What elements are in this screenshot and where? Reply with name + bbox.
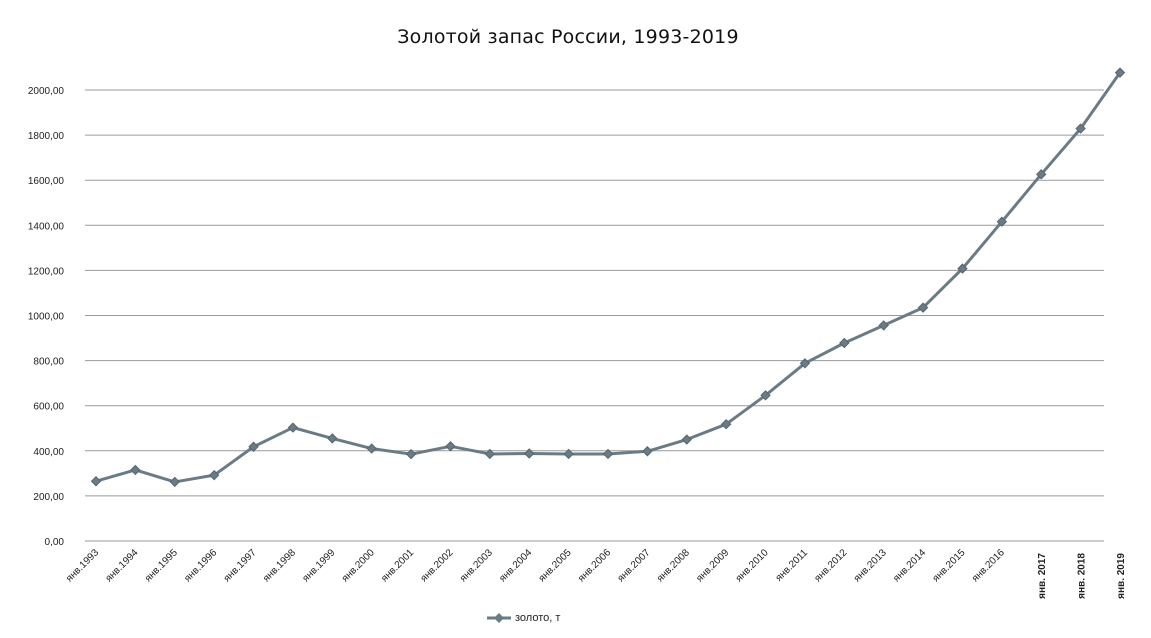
x-tick-label: янв.1994 [104, 547, 141, 584]
data-point [524, 448, 535, 459]
data-point [720, 418, 732, 430]
data-point [917, 302, 929, 313]
data-point [248, 441, 259, 452]
y-tick-label: 1200,00 [28, 266, 65, 277]
y-tick-label: 0,00 [45, 537, 65, 548]
data-point [563, 448, 574, 460]
series-line [95, 71, 1122, 484]
x-tick-label: янв.1995 [143, 547, 180, 584]
y-tick-label: 2000,00 [28, 86, 65, 97]
x-tick-label: янв.1998 [261, 547, 298, 584]
x-tick-label: янв.2013 [852, 547, 889, 584]
series-layer [90, 67, 1126, 488]
data-point [681, 434, 692, 445]
data-point [130, 464, 141, 476]
data-point [366, 443, 377, 454]
gridlines [85, 89, 1104, 542]
x-tick-label: янв. 2018 [1077, 553, 1088, 599]
data-point [445, 441, 456, 452]
data-point [287, 422, 299, 433]
x-tick-label: янв.1993 [64, 547, 101, 584]
data-point [1036, 169, 1047, 180]
x-tick-label: янв.2002 [419, 547, 456, 584]
data-point [642, 446, 653, 457]
x-tick-label: янв.2015 [931, 547, 968, 584]
y-tick-label: 400,00 [33, 447, 64, 458]
y-tick-label: 1400,00 [28, 221, 65, 232]
x-tick-label: янв. 2019 [1116, 553, 1127, 599]
data-point [484, 448, 496, 460]
data-point [169, 476, 180, 488]
x-tick-label: янв.1999 [300, 547, 337, 584]
legend: золото, т [486, 610, 560, 626]
x-tick-label: янв.2010 [734, 547, 771, 584]
y-axis-ticks: 0,00 200,00 400,00 600,00 800,00 1000,00 1200,… [28, 86, 65, 548]
data-point [799, 358, 811, 369]
x-tick-label: янв.2003 [458, 547, 495, 584]
x-tick-label: янв.2007 [616, 547, 653, 584]
y-tick-label: 200,00 [33, 492, 64, 503]
x-tick-label: янв.1996 [182, 547, 219, 584]
x-tick-label: янв.2012 [812, 547, 849, 584]
x-tick-label: янв.2011 [774, 547, 811, 584]
x-tick-label: янв.2006 [576, 547, 613, 584]
data-point [996, 216, 1008, 227]
data-point [878, 320, 889, 331]
y-tick-label: 1800,00 [28, 131, 65, 142]
y-tick-label: 800,00 [33, 357, 64, 368]
y-tick-label: 600,00 [33, 402, 64, 413]
x-tick-label: янв.2016 [970, 547, 1007, 584]
x-tick-label: янв.1997 [222, 547, 259, 584]
data-point [208, 469, 220, 481]
data-point [839, 337, 850, 349]
x-tick-label: янв.2009 [694, 547, 731, 584]
x-tick-label: янв.2004 [497, 547, 534, 584]
y-tick-label: 1600,00 [28, 176, 65, 187]
data-point [1075, 123, 1086, 134]
data-point [957, 263, 968, 274]
legend-series-label: золото, т [515, 612, 561, 624]
data-point [1114, 67, 1126, 78]
legend-line-diamond-icon [487, 613, 511, 623]
y-tick-label: 1000,00 [28, 312, 65, 323]
chart-title: Золотой запас России, 1993-2019 [397, 26, 739, 48]
x-tick-label: янв.2001 [379, 547, 416, 584]
data-point [327, 433, 338, 444]
x-tick-label: янв.2014 [891, 547, 928, 584]
x-tick-label: янв.2008 [655, 547, 692, 584]
data-point [760, 390, 771, 401]
data-point [602, 448, 614, 460]
x-tick-label: янв. 2017 [1037, 553, 1048, 599]
x-tick-label: янв.2005 [537, 547, 574, 584]
data-point [90, 476, 102, 487]
data-point [405, 448, 417, 460]
x-axis-ticks: янв.1993 янв.1994 янв.1995 янв.1996 янв.1997… [64, 547, 1127, 599]
x-tick-label: янв.2000 [340, 547, 377, 584]
